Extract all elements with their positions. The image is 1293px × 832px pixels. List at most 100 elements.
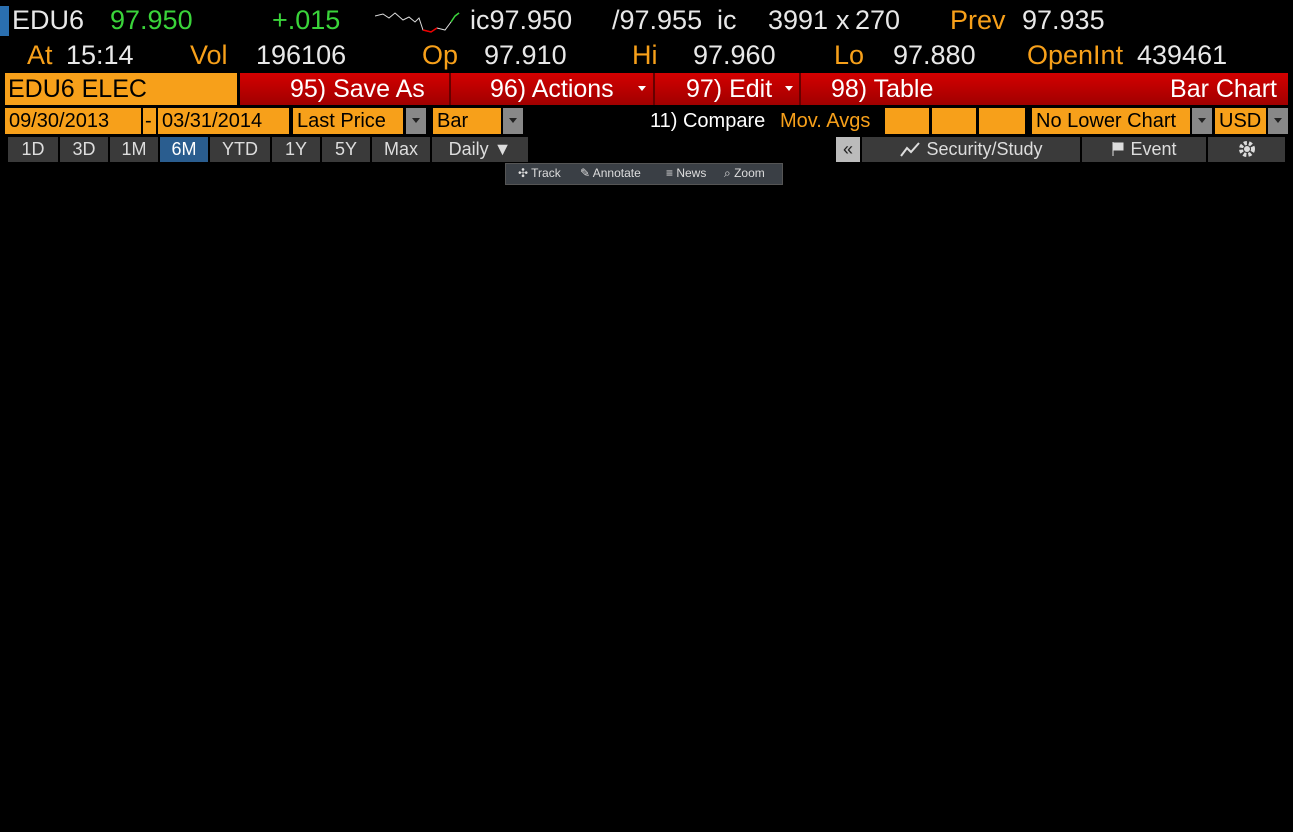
- period-button[interactable]: 5Y: [322, 137, 370, 162]
- y-tick-label: 97.900: [1242, 675, 1279, 689]
- ticker-marker: [0, 6, 9, 36]
- x-tick-label: Mar 14: [1084, 797, 1122, 811]
- x-tick-label: Nov 15: [315, 797, 353, 811]
- y-tick-label: 98.200: [1242, 430, 1279, 444]
- change: +.015: [272, 5, 341, 35]
- collapse-button[interactable]: «: [836, 137, 860, 162]
- toolbar-bg: [240, 73, 1288, 105]
- separator: [653, 73, 655, 105]
- highlight-ellipse: [1117, 341, 1161, 689]
- legend-label: Average: [44, 205, 89, 219]
- date-dash: -: [143, 108, 156, 134]
- legend-value: 97.825: [159, 221, 196, 235]
- y-tick-label: 98.000: [1242, 593, 1279, 607]
- view-title: Bar Chart: [1170, 75, 1277, 103]
- x-tick-label: Nov 29: [402, 797, 440, 811]
- x-tick-label: Dec 31: [603, 797, 641, 811]
- ma-field[interactable]: [885, 108, 929, 134]
- save-as-button[interactable]: 95) Save As: [290, 75, 425, 103]
- open-label: Op: [422, 40, 459, 70]
- x-tick-label: Feb 28: [988, 797, 1026, 811]
- period-button[interactable]: 1M: [110, 137, 158, 162]
- bid-size: 3991: [768, 5, 829, 35]
- table-button[interactable]: 98) Table: [831, 75, 934, 103]
- actions-button[interactable]: 96) Actions: [490, 75, 614, 103]
- year-label: 2014: [916, 814, 943, 828]
- separator: [799, 73, 801, 105]
- ticker: EDU6: [12, 5, 85, 35]
- chart-toolbar: ✣ Track ✎ Annotate ≡ News ⌕ Zoom: [505, 163, 783, 185]
- button-label: Security/Study: [926, 139, 1043, 159]
- prev-label: Prev: [950, 5, 1006, 35]
- high-label: Hi: [632, 40, 658, 70]
- period-button[interactable]: 3D: [60, 137, 108, 162]
- time-label: At: [27, 40, 53, 70]
- period-button[interactable]: YTD: [210, 137, 270, 162]
- currency-select[interactable]: USD: [1215, 108, 1266, 134]
- ask-size: 270: [855, 5, 901, 35]
- track-button[interactable]: Track: [531, 166, 561, 180]
- lower-chart-select[interactable]: No Lower Chart: [1032, 108, 1190, 134]
- annotate-button[interactable]: Annotate: [592, 166, 641, 180]
- dropdown-box[interactable]: [1268, 108, 1288, 134]
- legend-box: [9, 169, 202, 243]
- plot-background: [0, 163, 1233, 795]
- security-study-button[interactable]: Security/Study: [862, 137, 1080, 162]
- news-button[interactable]: News: [676, 166, 707, 180]
- x-tick-label: Dec 16: [507, 797, 545, 811]
- field-select[interactable]: Last Price: [293, 108, 403, 134]
- y-tick-label: 98.100: [1242, 512, 1279, 526]
- open: 97.910: [484, 40, 567, 70]
- frequency-select[interactable]: Daily ▼: [432, 137, 528, 162]
- last-price-label: 97.950: [1241, 634, 1278, 648]
- end-date[interactable]: 03/31/2014: [158, 108, 289, 134]
- compare-button[interactable]: 11) Compare: [650, 110, 766, 132]
- legend: Last Price 97.950 High on 11/20/13 98.475 Av…: [9, 169, 202, 243]
- sparkline: [375, 12, 460, 33]
- ask: /97.955: [612, 5, 703, 35]
- time: 15:14: [66, 40, 134, 70]
- dropdown-box[interactable]: [1192, 108, 1212, 134]
- y-tick-label: 98.300: [1242, 348, 1279, 362]
- year-label: 2013: [302, 814, 329, 828]
- bid: ic97.950: [470, 5, 573, 35]
- oi-label: OpenInt: [1027, 40, 1124, 70]
- y-tick-label: 97.800: [1242, 756, 1279, 770]
- period-button[interactable]: 1Y: [272, 137, 320, 162]
- settings-button[interactable]: [1208, 137, 1285, 162]
- ma-field[interactable]: [979, 108, 1025, 134]
- legend-label: Last Price: [44, 173, 98, 187]
- button-label: Event: [1130, 139, 1177, 159]
- y-tick-label: 98.500: [1242, 185, 1279, 199]
- edit-button[interactable]: 97) Edit: [686, 75, 773, 103]
- ask-suffix: ic: [717, 5, 737, 35]
- vol-label: Vol: [190, 40, 228, 70]
- prev: 97.935: [1022, 5, 1105, 35]
- last-price-box: [1237, 632, 1287, 651]
- security-field[interactable]: EDU6 ELEC Comdty: [5, 73, 237, 135]
- period-button[interactable]: Max: [372, 137, 430, 162]
- x-tick-label: Feb 14: [901, 797, 939, 811]
- style-select[interactable]: Bar: [433, 108, 501, 134]
- x-tick-label: Jan 15: [700, 797, 736, 811]
- open-interest: 439461: [1137, 40, 1228, 70]
- period-button[interactable]: 1D: [8, 137, 58, 162]
- x-tick-label: Oct 15: [96, 797, 132, 811]
- x-tick-label: Oct 31: [211, 797, 247, 811]
- dropdown-box[interactable]: [503, 108, 523, 134]
- event-button[interactable]: Event: [1082, 137, 1206, 162]
- size-sep: x: [836, 5, 850, 35]
- dropdown-arrow: [638, 86, 646, 91]
- start-date[interactable]: 09/30/2013: [5, 108, 141, 134]
- legend-label: Low on 01/09/14: [44, 221, 133, 235]
- dropdown-box[interactable]: [406, 108, 426, 134]
- chart: Last Price 97.950 High on 11/20/13 98.475 Av…: [0, 163, 1287, 831]
- y-tick-label: 98.400: [1242, 267, 1279, 281]
- period-button[interactable]: 6M: [160, 137, 208, 162]
- zoom-button[interactable]: Zoom: [734, 166, 765, 180]
- low: 97.880: [893, 40, 976, 70]
- legend-swatch: [29, 176, 39, 186]
- ma-field[interactable]: [932, 108, 976, 134]
- legend-value: 98.475: [159, 189, 196, 203]
